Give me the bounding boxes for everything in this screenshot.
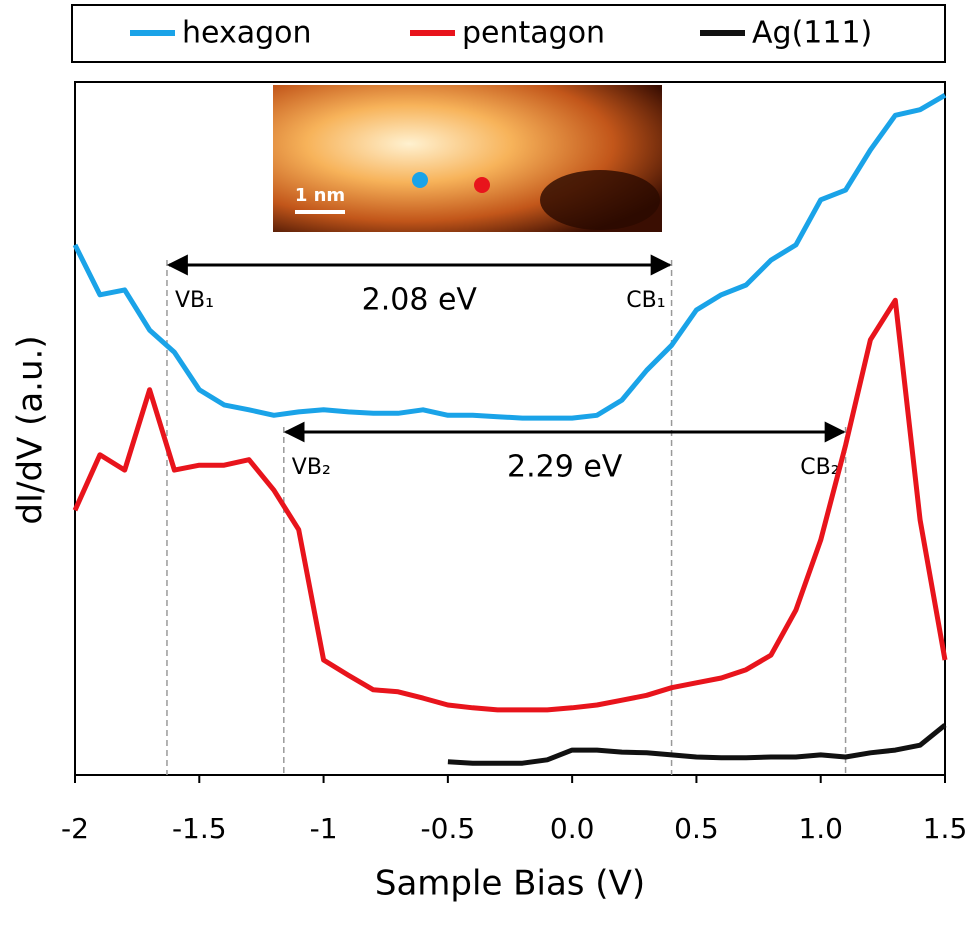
band-label: CB₂	[800, 455, 839, 480]
legend-label: hexagon	[182, 16, 312, 51]
x-tick-label: -0.5	[421, 812, 476, 845]
gap-label: 2.29 eV	[507, 449, 623, 484]
legend-label: Ag(111)	[752, 16, 872, 51]
x-tick-label: -2	[61, 812, 89, 845]
band-label: VB₁	[175, 288, 214, 313]
plot-frame	[74, 81, 946, 776]
legend-box	[71, 4, 946, 63]
hexagon-site	[412, 172, 428, 188]
legend-label: pentagon	[462, 16, 605, 51]
band-label: CB₁	[626, 288, 665, 313]
x-tick-label: 1.5	[923, 812, 966, 845]
series-line	[72, 93, 947, 421]
stm-shadow	[540, 170, 660, 230]
x-tick-label: 1.0	[798, 812, 843, 845]
series-line	[447, 723, 947, 766]
gap-label: 2.08 eV	[362, 282, 478, 317]
series-line	[72, 297, 948, 713]
x-tick-label: -1.5	[172, 812, 227, 845]
x-tick-label: -1	[310, 812, 338, 845]
pentagon-site	[474, 177, 490, 193]
x-tick-label: 0.0	[550, 812, 595, 845]
band-label: VB₂	[292, 455, 331, 480]
inset-image: 1 nm	[273, 85, 662, 232]
scale-label: 1 nm	[295, 185, 345, 206]
x-axis-label: Sample Bias (V)	[375, 864, 645, 904]
x-tick-label: 0.5	[674, 812, 719, 845]
y-axis-label: dI/dV (a.u.)	[11, 335, 51, 524]
